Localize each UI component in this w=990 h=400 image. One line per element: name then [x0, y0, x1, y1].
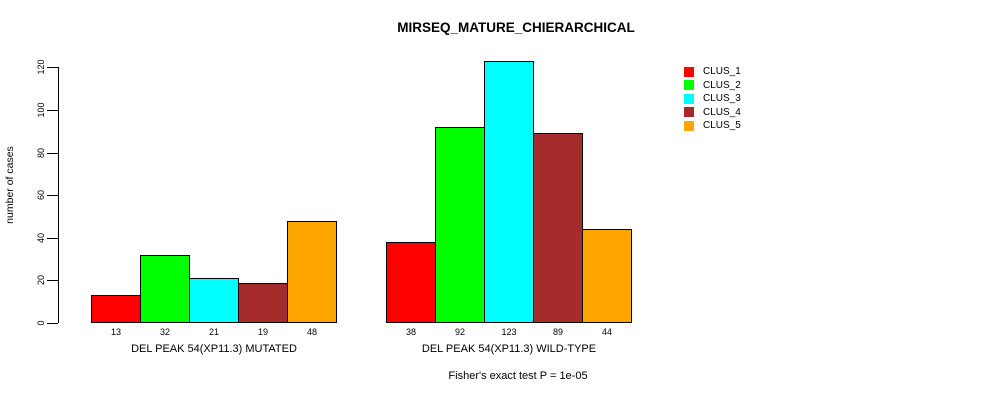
footer-note: Fisher's exact test P = 1e-05 — [448, 370, 588, 382]
bar-value-label: 92 — [454, 327, 466, 337]
legend-label: CLUS_2 — [703, 79, 741, 91]
bar-value-label: 13 — [110, 327, 122, 337]
bar-value-label: 89 — [552, 327, 564, 337]
legend-swatch-clus_2 — [684, 80, 694, 90]
bar-clus_1-group2 — [386, 242, 436, 323]
bar-value-label: 19 — [257, 327, 269, 337]
group-label-1: DEL PEAK 54(XP11.3) MUTATED — [131, 343, 297, 355]
y-tick — [47, 280, 58, 281]
legend-label: CLUS_5 — [703, 120, 741, 131]
y-tick-label: 80 — [36, 147, 46, 159]
legend-label: CLUS_4 — [703, 106, 741, 118]
bar-clus_5-group2 — [582, 229, 632, 323]
legend-row-clus_2: CLUS_2 — [684, 79, 741, 92]
legend-label: CLUS_3 — [703, 93, 741, 104]
legend-label: CLUS_1 — [703, 66, 741, 77]
y-axis-line — [58, 67, 59, 323]
chart-title: MIRSEQ_MATURE_CHIERARCHICAL — [397, 20, 635, 35]
y-tick-label: 20 — [36, 274, 46, 286]
y-tick-label: 120 — [36, 59, 46, 75]
bar-clus_4-group2 — [533, 133, 583, 323]
legend-swatch-clus_1 — [684, 66, 694, 77]
bar-clus_5-group1 — [287, 221, 337, 323]
y-tick — [47, 323, 58, 324]
bar-value-label: 123 — [501, 327, 517, 337]
bar-clus_1-group1 — [91, 295, 141, 323]
group-label-2: DEL PEAK 54(XP11.3) WILD-TYPE — [421, 343, 597, 355]
bar-clus_4-group1 — [238, 283, 288, 323]
bar-value-label: 44 — [601, 327, 613, 337]
y-tick — [47, 195, 58, 196]
bar-value-label: 32 — [159, 327, 171, 337]
bar-clus_2-group1 — [140, 255, 190, 323]
legend-swatch-clus_4 — [684, 107, 694, 117]
bar-value-label: 38 — [405, 327, 417, 337]
legend-row-clus_1: CLUS_1 — [684, 65, 741, 78]
bar-clus_2-group2 — [435, 127, 485, 323]
y-tick — [47, 238, 58, 239]
legend-row-clus_5: CLUS_5 — [684, 119, 741, 132]
bar-value-label: 48 — [306, 327, 318, 337]
legend-swatch-clus_3 — [684, 93, 694, 104]
bar-value-label: 21 — [208, 327, 220, 337]
y-tick-label: 0 — [36, 320, 46, 326]
bar-clus_3-group2 — [484, 61, 534, 323]
y-tick — [47, 110, 58, 111]
legend-row-clus_4: CLUS_4 — [684, 106, 741, 119]
y-tick — [47, 67, 58, 68]
y-tick-label: 60 — [36, 189, 46, 201]
legend-row-clus_3: CLUS_3 — [684, 92, 741, 105]
legend-swatch-clus_5 — [684, 120, 694, 131]
y-tick-label: 100 — [36, 102, 46, 118]
y-axis-label: number of cases — [4, 146, 16, 224]
bar-clus_3-group1 — [189, 278, 239, 323]
y-tick-label: 40 — [36, 232, 46, 244]
y-tick — [47, 153, 58, 154]
